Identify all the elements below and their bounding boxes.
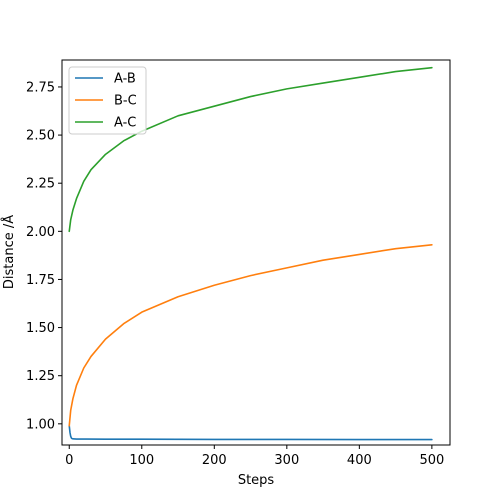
y-tick-label: 2.75 [26,80,55,95]
y-tick-label: 1.25 [26,369,55,384]
series-line-b-c [68,244,433,427]
x-tick-label: 500 [419,453,444,468]
y-tick-label: 2.25 [26,177,55,192]
series-line-a-b [68,424,433,441]
y-axis: 1.00 1.25 1.50 1.75 2.00 2.25 2.50 2.75 [26,80,62,432]
plot-frame [61,59,451,446]
y-tick-label: 2.00 [26,225,55,240]
x-tick-label: 300 [274,453,299,468]
legend-label-b-c: B-C [114,94,137,109]
x-tick-label: 200 [202,453,227,468]
y-tick-label: 2.50 [26,129,55,144]
x-tick-label: 100 [129,453,154,468]
legend-box [68,66,147,135]
y-tick-label: 1.75 [26,273,55,288]
y-tick-label: 1.00 [26,417,55,432]
x-axis: 0 100 200 300 400 500 [65,445,444,468]
x-tick-label: 400 [347,453,372,468]
legend: A-B B-C A-C [68,66,147,135]
y-axis-label: Distance /Å [1,215,17,289]
y-tick-label: 1.50 [26,321,55,336]
legend-label-a-b: A-B [114,72,136,87]
legend-label-a-c: A-C [114,116,136,131]
x-tick-label: 0 [65,453,73,468]
x-axis-label: Steps [238,473,275,488]
